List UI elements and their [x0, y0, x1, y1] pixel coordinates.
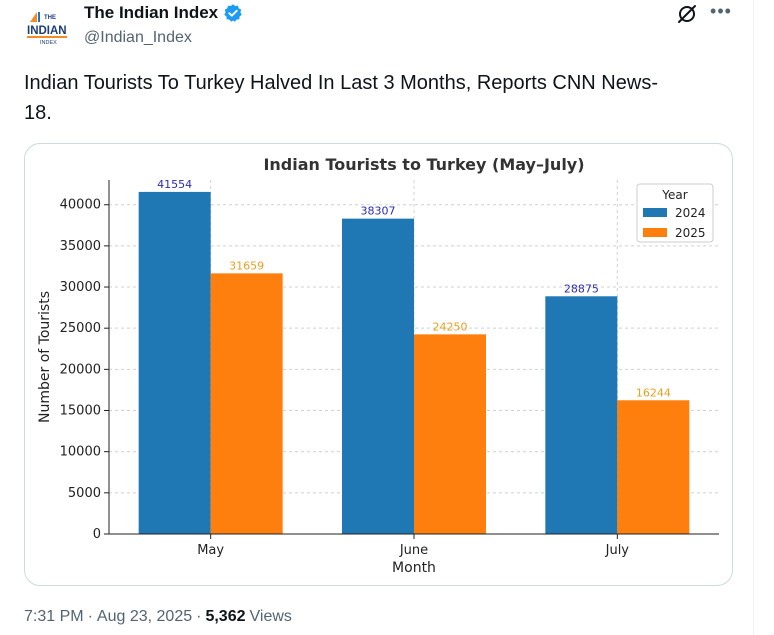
author-handle[interactable]: @Indian_Index	[84, 29, 192, 46]
y-tick-label: 25000	[60, 321, 101, 336]
author-display-name[interactable]: The Indian Index	[84, 3, 219, 22]
bar-2024-may	[138, 191, 211, 534]
data-label: 28875	[564, 282, 599, 295]
y-tick-label: 5000	[68, 486, 101, 501]
legend-box	[636, 183, 714, 243]
divider	[753, 0, 754, 635]
avatar-logo-line1: THE	[44, 15, 56, 21]
legend-title: Year	[661, 188, 687, 202]
more-icon[interactable]: •••	[710, 1, 732, 21]
data-label: 38307	[361, 205, 396, 218]
data-label: 16244	[636, 386, 671, 399]
meta-separator: ·	[87, 608, 93, 625]
tweet-date[interactable]: Aug 23, 2025	[96, 608, 193, 625]
tweet-time[interactable]: 7:31 PM	[24, 608, 84, 625]
x-tick-label: May	[197, 543, 224, 558]
avatar[interactable]: THE INDIAN INDEX	[24, 8, 70, 48]
legend-swatch-2025	[643, 228, 667, 237]
legend-entry-2024: 2024	[675, 206, 706, 220]
legend-entry-2025: 2025	[675, 226, 706, 240]
grok-icon[interactable]	[676, 3, 698, 25]
tweet-media-chart[interactable]: Indian Tourists to Turkey (May–July) 0 500…	[24, 143, 733, 586]
bar-chart: Indian Tourists to Turkey (May–July) 0 500…	[37, 155, 719, 576]
x-tick-label: June	[399, 543, 428, 558]
chart-title: Indian Tourists to Turkey (May–July)	[263, 155, 584, 174]
author-block: The Indian Index @Indian_Index	[84, 2, 243, 47]
data-label: 41554	[157, 178, 192, 191]
data-label: 31659	[229, 259, 264, 272]
meta-separator: ·	[196, 608, 202, 625]
x-axis-label: Month	[392, 560, 436, 576]
bar-2025-july	[617, 400, 690, 534]
tweet-text: Indian Tourists To Turkey Halved In Last…	[24, 72, 658, 124]
y-tick-label: 0	[93, 527, 101, 542]
y-tick-label: 35000	[60, 239, 101, 254]
verified-badge-icon	[223, 3, 243, 23]
views-count: 5,362	[205, 608, 246, 625]
data-label: 24250	[433, 320, 468, 333]
y-tick-label: 15000	[60, 404, 101, 419]
bar-2024-july	[545, 296, 618, 534]
y-tick-label: 30000	[60, 280, 101, 295]
x-tick-label: July	[605, 543, 630, 558]
y-tick-label: 40000	[60, 198, 101, 213]
legend-swatch-2024	[643, 208, 667, 217]
y-tick-label: 10000	[60, 445, 101, 460]
bar-2025-may	[210, 273, 283, 534]
tweet-meta: 7:31 PM · Aug 23, 2025 · 5,362 Views	[24, 608, 292, 626]
bar-2024-june	[342, 218, 414, 534]
avatar-logo-line3: INDEX	[40, 40, 57, 46]
bar-2025-june	[414, 334, 486, 534]
views-label: Views	[249, 608, 292, 625]
y-axis-label: Number of Tourists	[37, 291, 53, 423]
y-tick-label: 20000	[60, 362, 101, 377]
avatar-logo-line2: INDIAN	[27, 25, 67, 37]
